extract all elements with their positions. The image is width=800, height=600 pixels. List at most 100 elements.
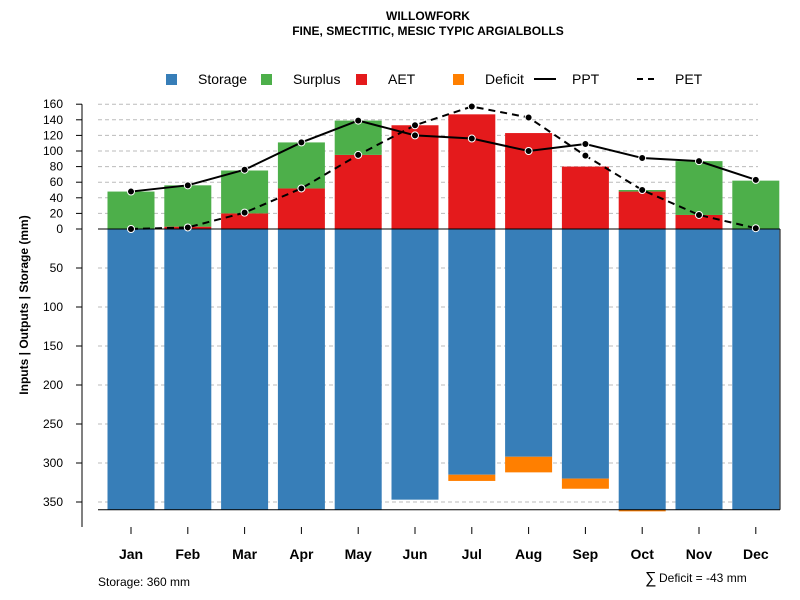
bar-surplus-jan <box>107 191 155 229</box>
bar-aet-jun <box>391 125 439 229</box>
ppt-point-mar <box>240 165 249 174</box>
ppt-point-apr <box>297 138 306 147</box>
ppt-point-aug <box>524 147 533 155</box>
x-tick-label-jun: Jun <box>403 546 428 562</box>
pet-point-mar <box>240 208 249 217</box>
ppt-point-nov <box>695 157 703 166</box>
y-axis-label: Inputs | Outputs | Storage (mm) <box>17 215 31 394</box>
x-tick-label-mar: Mar <box>232 546 257 562</box>
bar-aet-sep <box>561 166 609 229</box>
pet-point-jun <box>411 121 419 130</box>
bar-storage-jun <box>391 229 439 500</box>
y-tick-label-lower-150: 150 <box>43 339 63 353</box>
x-tick-label-feb: Feb <box>175 546 200 562</box>
bar-surplus-dec <box>732 180 780 229</box>
y-tick-label-upper-80: 80 <box>50 160 64 174</box>
x-tick-label-dec: Dec <box>743 546 769 562</box>
bar-storage-apr <box>277 229 325 510</box>
y-tick-label-lower-350: 350 <box>43 495 63 509</box>
x-tick-label-sep: Sep <box>573 546 599 562</box>
ppt-point-sep <box>581 139 590 148</box>
bar-storage-oct <box>618 229 666 510</box>
legend-swatch-surplus <box>261 74 272 85</box>
y-tick-label-lower-250: 250 <box>43 417 63 431</box>
x-tick-label-aug: Aug <box>515 546 542 562</box>
legend-label-storage: Storage <box>198 71 247 87</box>
bar-storage-aug <box>505 229 553 457</box>
legend: Storage Surplus AET Deficit PPT PET <box>166 71 703 87</box>
y-tick-label-upper-120: 120 <box>43 128 63 142</box>
legend-swatch-aet <box>356 74 367 85</box>
y-tick-label-lower-200: 200 <box>43 378 63 392</box>
bar-deficit-aug <box>505 456 553 473</box>
bar-deficit-oct <box>618 509 666 512</box>
y-tick-label-lower-50: 50 <box>50 261 64 275</box>
bar-deficit-jul <box>448 474 496 481</box>
ppt-line <box>130 119 757 193</box>
bar-aet-jul <box>448 114 496 229</box>
bar-storage-jul <box>448 229 496 475</box>
legend-swatch-storage <box>166 74 177 85</box>
ppt-point-jan <box>127 187 135 196</box>
pet-point-feb <box>183 223 192 232</box>
bar-storage-mar <box>221 229 269 510</box>
chart-title: WILLOWFORK <box>386 9 470 23</box>
bar-deficit-sep <box>561 478 609 489</box>
legend-swatch-deficit <box>453 74 464 85</box>
legend-label-aet: AET <box>388 71 416 87</box>
ppt-point-feb <box>183 181 192 190</box>
legend-label-deficit: Deficit <box>485 71 524 87</box>
footer-deficit-label: Deficit = -43 mm <box>659 571 747 585</box>
bar-storage-may <box>334 229 382 510</box>
x-tick-label-jul: Jul <box>462 546 482 562</box>
pet-line <box>130 105 757 230</box>
axes: 1601401201008060402005010015020025030035… <box>43 97 781 562</box>
ppt-point-jul <box>467 134 476 143</box>
bar-storage-sep <box>561 229 609 479</box>
pet-point-apr <box>297 184 306 193</box>
pet-point-nov <box>695 210 703 219</box>
x-tick-label-nov: Nov <box>686 546 713 562</box>
pet-point-dec <box>751 224 760 233</box>
ppt-point-may <box>354 116 363 125</box>
ppt-point-dec <box>751 175 760 184</box>
y-tick-label-upper-20: 20 <box>50 206 64 220</box>
chart-subtitle: FINE, SMECTITIC, MESIC TYPIC ARGIALBOLLS <box>292 24 564 38</box>
bar-aet-may <box>334 154 382 229</box>
pet-point-jan <box>127 225 135 233</box>
pet-point-aug <box>524 113 533 122</box>
bar-storage-nov <box>675 229 723 510</box>
legend-label-surplus: Surplus <box>293 71 340 87</box>
y-tick-label-lower-100: 100 <box>43 300 63 314</box>
y-tick-label-upper-60: 60 <box>50 175 64 189</box>
y-tick-label-upper-40: 40 <box>50 191 64 205</box>
x-tick-label-oct: Oct <box>631 546 655 562</box>
bars-layer <box>107 114 780 512</box>
footer-storage-label: Storage: 360 mm <box>98 575 190 589</box>
lines-layer <box>127 102 760 233</box>
x-tick-label-jan: Jan <box>119 546 143 562</box>
bar-surplus-mar <box>221 170 269 214</box>
y-tick-label-upper-140: 140 <box>43 113 63 127</box>
pet-point-oct <box>638 186 647 194</box>
y-tick-label-upper-100: 100 <box>43 144 63 158</box>
pet-point-may <box>354 150 363 159</box>
pet-point-jul <box>467 102 476 111</box>
ppt-point-jun <box>411 131 419 140</box>
ppt-point-oct <box>638 154 647 163</box>
legend-label-ppt: PPT <box>572 71 600 87</box>
bar-storage-feb <box>164 229 212 510</box>
footer-deficit-symbol: ∑ <box>645 570 656 587</box>
y-tick-label-upper-160: 160 <box>43 97 63 111</box>
bar-aet-mar <box>221 213 269 229</box>
bar-aet-nov <box>675 214 723 229</box>
bar-storage-dec <box>732 229 780 510</box>
pet-point-sep <box>581 151 590 160</box>
y-tick-label-lower-300: 300 <box>43 456 63 470</box>
bar-surplus-feb <box>164 185 212 227</box>
bar-storage-jan <box>107 229 155 510</box>
x-tick-label-apr: Apr <box>289 546 314 562</box>
y-tick-label-upper-0: 0 <box>56 222 63 236</box>
bar-surplus-nov <box>675 161 723 215</box>
